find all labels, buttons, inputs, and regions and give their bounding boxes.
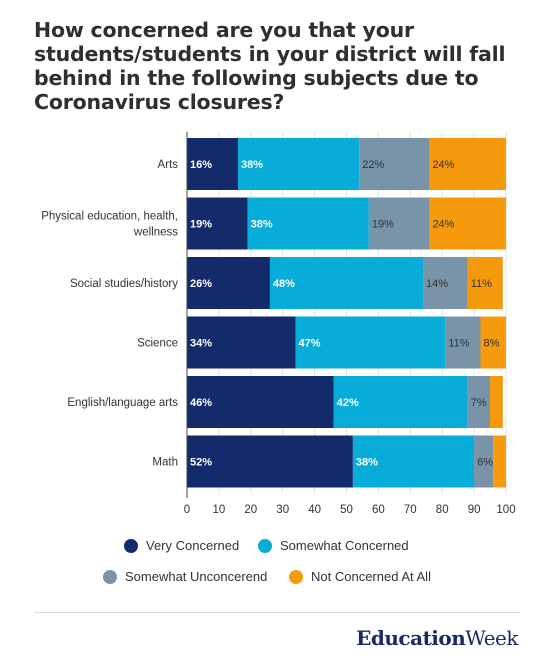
legend-item-not-concerned: Not Concerned At All <box>289 569 431 584</box>
x-tick-label: 20 <box>244 504 257 516</box>
chart-title: How concerned are you that your students… <box>34 18 506 114</box>
bar-segment-not-concerned-at-all <box>429 138 506 190</box>
category-label: Arts <box>158 159 179 171</box>
bar-segment-not-concerned-at-all <box>467 257 503 309</box>
x-tick-label: 50 <box>340 504 353 516</box>
legend-label: Very Concerned <box>146 538 240 553</box>
x-tick-label: 70 <box>404 504 417 516</box>
bar-segment-somewhat-unconcerend <box>445 316 481 369</box>
x-tick-label: 40 <box>308 504 321 516</box>
legend-swatch-somewhat-concerned <box>258 538 272 553</box>
bar-value-label: 6% <box>477 457 493 469</box>
legend-label: Not Concerned At All <box>311 569 431 584</box>
bar-value-label: 38% <box>251 219 273 231</box>
category-label: wellness <box>133 227 178 239</box>
bar-segment-very-concerned <box>187 435 353 488</box>
x-tick-label: 0 <box>184 504 190 516</box>
legend-swatch-somewhat-unconcerned <box>103 569 117 584</box>
bar-segment-somewhat-concerned <box>333 376 468 428</box>
bar-segment-somewhat-unconcerend <box>474 435 494 488</box>
x-tick-label: 90 <box>468 504 481 516</box>
bar-value-label: 52% <box>190 457 212 469</box>
category-label: Science <box>137 338 178 350</box>
logo-part-week: Week <box>465 626 518 650</box>
legend-swatch-very-concerned <box>124 538 138 553</box>
bar-segment-somewhat-unconcerend <box>359 138 430 190</box>
bar-value-label: 16% <box>190 159 212 171</box>
bar-value-label: 19% <box>190 219 212 231</box>
x-tick-label: 80 <box>436 504 449 516</box>
legend-label: Somewhat Concerned <box>280 538 409 553</box>
bar-value-label: 11% <box>471 278 492 290</box>
bar-value-label: 48% <box>273 278 295 290</box>
bar-segment-very-concerned <box>187 257 270 309</box>
logo-part-education: Education <box>356 626 466 650</box>
stacked-bar-chart: 16% 38% 22% 24% Arts 19% 38% 19% 24% Physical edu… <box>41 132 516 516</box>
legend-item-somewhat-concerned: Somewhat Concerned <box>258 538 409 553</box>
bar-value-label: 34% <box>190 338 212 350</box>
category-label: Physical education, health, <box>41 211 178 223</box>
bar-segment-somewhat-unconcerend <box>423 257 468 309</box>
bar-segment-somewhat-concerned <box>352 435 475 488</box>
x-tick-label: 10 <box>213 504 226 516</box>
category-label: English/language arts <box>67 397 178 409</box>
bar-value-label: 24% <box>432 219 454 231</box>
x-tick-label: 30 <box>276 504 289 516</box>
bar-value-label: 46% <box>190 397 212 409</box>
bar-segment-somewhat-unconcerend <box>368 197 430 250</box>
education-week-logo: EducationWeek <box>356 626 518 650</box>
bar-segment-somewhat-concerned <box>269 257 424 309</box>
bar-segment-somewhat-concerned <box>238 138 360 190</box>
bar-value-label: 8% <box>483 338 499 350</box>
bar-segment-not-concerned-at-all <box>490 376 503 428</box>
category-label: Math <box>152 457 178 469</box>
bar-value-label: 19% <box>372 219 394 231</box>
bar-segment-somewhat-concerned <box>295 316 446 369</box>
bar-value-label: 22% <box>362 159 384 171</box>
bar-segment-somewhat-unconcerend <box>467 376 491 428</box>
legend-swatch-not-concerned <box>289 569 303 584</box>
bar-segment-not-concerned-at-all <box>493 435 506 488</box>
bar-segment-not-concerned-at-all <box>480 316 506 369</box>
bar-value-label: 26% <box>190 278 212 290</box>
bar-segment-very-concerned <box>187 316 296 369</box>
category-label: Social studies/history <box>70 278 178 290</box>
bar-segment-not-concerned-at-all <box>429 197 506 250</box>
x-tick-label: 60 <box>372 504 385 516</box>
bar-value-label: 42% <box>337 397 359 409</box>
bar-value-label: 14% <box>426 278 448 290</box>
bar-value-label: 24% <box>432 159 454 171</box>
legend-item-very-concerned: Very Concerned <box>124 538 239 553</box>
bar-value-label: 47% <box>298 338 320 350</box>
bar-value-label: 11% <box>448 338 469 350</box>
bar-segment-somewhat-concerned <box>247 197 369 250</box>
footer-divider <box>34 612 520 613</box>
bar-segment-very-concerned <box>187 376 334 428</box>
bar-segment-very-concerned <box>187 197 248 250</box>
legend-label: Somewhat Unconcerend <box>125 569 268 584</box>
x-tick-label: 100 <box>496 504 515 516</box>
bar-value-label: 38% <box>356 457 378 469</box>
bar-value-label: 38% <box>241 159 263 171</box>
bar-segment-very-concerned <box>187 138 239 190</box>
bar-value-label: 7% <box>471 397 487 409</box>
legend-item-somewhat-unconcerned: Somewhat Unconcerend <box>103 569 267 584</box>
